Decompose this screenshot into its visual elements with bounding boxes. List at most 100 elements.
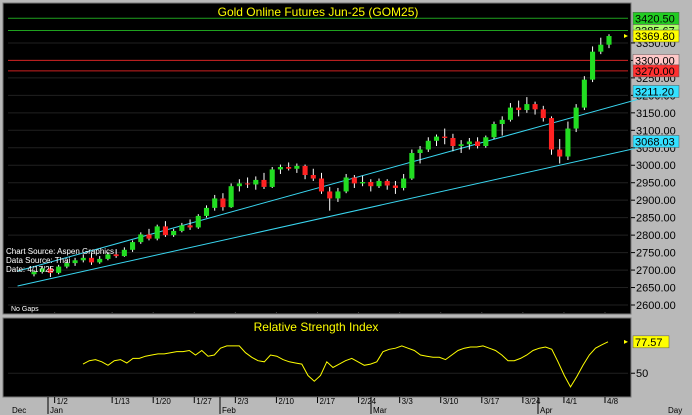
month-label: Jan <box>50 406 63 415</box>
candle-up <box>294 165 300 169</box>
rsi-line <box>82 341 609 388</box>
month-label: Apr <box>540 406 553 415</box>
month-label: Mar <box>373 406 387 415</box>
price-tick-label: 2750.00 <box>636 248 676 260</box>
level-box <box>632 135 680 148</box>
price-tick-label: 2650.00 <box>636 283 676 295</box>
candle-up <box>581 79 587 108</box>
source-line-1: Chart Source: Aspen Graphics <box>6 247 114 256</box>
candle-up <box>154 226 160 239</box>
candle-up <box>64 263 70 267</box>
candle-down <box>557 149 563 157</box>
source-line-3: Date: 4/17/25 <box>6 265 55 274</box>
candle-up <box>401 178 407 188</box>
time-tick-label: 3/24 <box>525 397 541 406</box>
candle-down <box>88 257 95 263</box>
level-labels: 3420.503385.673369.803300.003270.003211.… <box>624 12 680 148</box>
rsi-last-marker <box>624 339 628 344</box>
candle-down <box>351 177 357 184</box>
time-tick-label: 3/3 <box>402 397 414 406</box>
price-tick-label: 3100.00 <box>636 125 676 137</box>
candle-down <box>516 107 522 111</box>
candle-up <box>80 257 86 261</box>
candle-up <box>483 137 489 147</box>
price-tick-label: 2700.00 <box>636 265 676 277</box>
rsi-panel <box>2 317 632 398</box>
chart-title: Gold Online Futures Jun-25 (GOM25) <box>218 5 419 19</box>
candle-up <box>39 268 45 272</box>
candle-down <box>187 225 193 228</box>
candle-up <box>269 169 275 187</box>
rsi-title: Relative Strength Index <box>254 320 379 334</box>
candle-up <box>179 225 185 231</box>
source-line-2: Data Source: Thai <box>6 256 71 265</box>
candle-down <box>368 182 374 187</box>
level-box <box>632 64 680 78</box>
candle-down <box>261 179 267 187</box>
time-tick-label: 2/10 <box>278 397 294 406</box>
level-box <box>632 85 680 98</box>
candle-up <box>212 198 218 208</box>
candle-up <box>376 180 382 187</box>
candle-down <box>162 226 168 236</box>
rsi-50-label: 50 <box>636 368 648 380</box>
month-label: Dec <box>12 406 26 415</box>
time-axis: 1/2 1/13 1/20 1/27 2/3 2/10 2/17 2/24 3/3 3/10 3/1… <box>12 312 682 415</box>
time-tick-label: 2/24 <box>361 397 377 406</box>
candle-up <box>130 242 136 250</box>
level-label: 3068.03 <box>635 136 675 148</box>
candle-up <box>335 191 341 199</box>
level-label: 3211.20 <box>635 86 674 98</box>
time-tick-label: 4/8 <box>607 397 619 406</box>
candle-up <box>425 140 431 150</box>
candle-down <box>442 136 448 138</box>
candle-down <box>475 141 481 147</box>
price-tick-label: 2600.00 <box>636 300 676 312</box>
candle-up <box>121 249 127 257</box>
candle-up <box>203 207 210 216</box>
candle-up <box>491 124 497 138</box>
candle-up <box>138 234 144 243</box>
candle-up <box>499 119 505 125</box>
rsi-last-box <box>632 335 670 349</box>
level-label: 3369.80 <box>635 31 675 43</box>
candle-down <box>548 118 555 150</box>
candle-up <box>360 182 366 184</box>
time-tick-label: 1/20 <box>155 397 171 406</box>
candle-down <box>392 185 398 188</box>
candle-up <box>409 153 415 179</box>
time-tick-label: 3/10 <box>443 397 459 406</box>
time-tick-label: 4/1 <box>566 397 578 406</box>
time-tick-label: 2/17 <box>320 397 336 406</box>
time-tick-label: 2/3 <box>237 397 249 406</box>
candle-up <box>524 104 530 111</box>
candle-up <box>236 183 242 187</box>
candle-down <box>327 191 333 199</box>
time-tick-label: 1/27 <box>196 397 212 406</box>
price-panel <box>2 2 632 315</box>
candle-up <box>105 254 111 259</box>
candle-down <box>384 180 390 186</box>
candle-down <box>286 166 292 169</box>
last-price-marker <box>624 34 628 39</box>
rsi-last-value: 77.57 <box>624 335 670 349</box>
level-label: 3300.00 <box>635 55 675 67</box>
candle-up <box>253 179 259 185</box>
candle-up <box>195 215 201 228</box>
price-tick-label: 2850.00 <box>636 213 676 225</box>
candle-up <box>97 258 103 263</box>
candle-down <box>146 234 152 239</box>
rsi-last-label: 77.57 <box>635 337 663 349</box>
candle-up <box>228 186 234 208</box>
candle-up <box>56 266 62 273</box>
candle-up <box>606 36 612 45</box>
candle-down <box>220 198 226 208</box>
price-tick-label: 3000.00 <box>636 160 676 172</box>
candle-down <box>450 137 456 147</box>
candle-up <box>590 51 596 80</box>
candle-up <box>507 107 513 120</box>
candle-up <box>598 44 604 52</box>
candle-up <box>31 271 37 275</box>
candle-up <box>72 260 78 264</box>
